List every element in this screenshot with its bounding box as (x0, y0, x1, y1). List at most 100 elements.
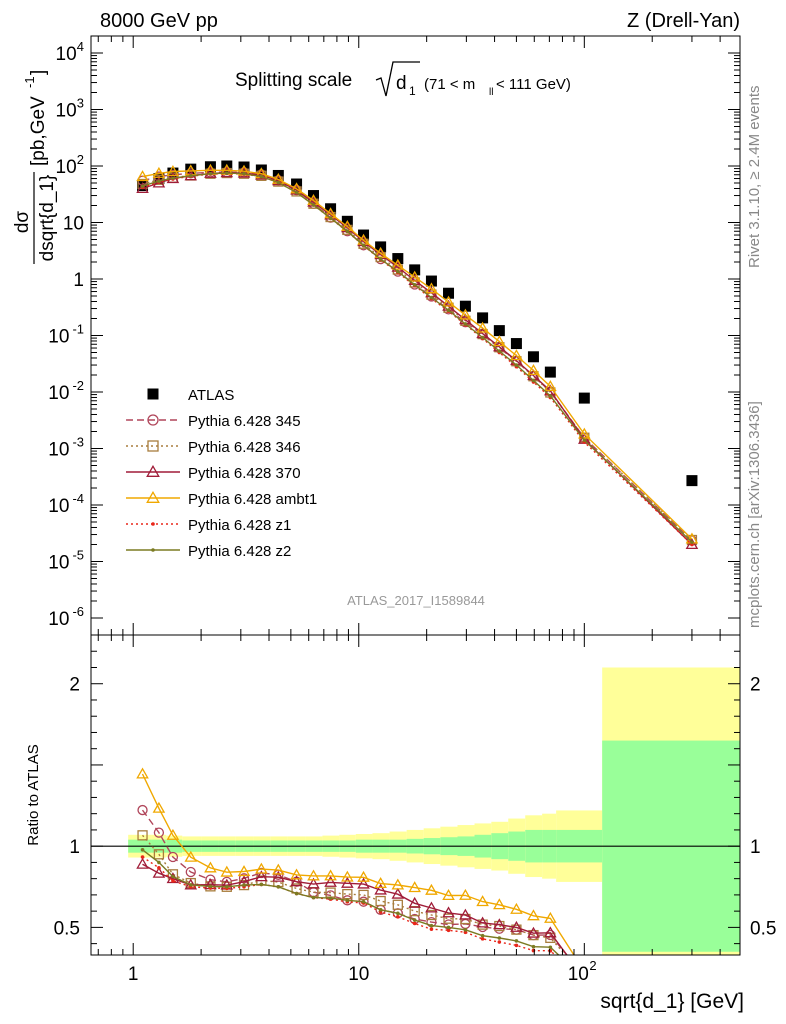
pythia-6-428-370-ratio-point (374, 883, 387, 895)
legend-label-pythia-6-428-370: Pythia 6.428 370 (188, 465, 301, 482)
ratio-series (91, 767, 740, 955)
x-tick-exponent: 2 (589, 958, 596, 973)
atlas-data-point (686, 475, 698, 487)
pythia-6-428-z1-ratio-point (446, 928, 451, 933)
pythia-6-428-370-ratio-point (425, 901, 438, 913)
pythia-6-428-z1-ratio-point (463, 930, 468, 935)
pythia-6-428-z2-ratio-point (157, 860, 161, 865)
pythia-6-428-z2-ratio-point (446, 925, 451, 930)
pythia-6-428-ambt1-ratio-point (391, 878, 405, 890)
pythia-6-428-370-ratio-point (136, 857, 149, 869)
main-series (136, 160, 699, 550)
plot-title-range-end: < 111 GeV) (496, 76, 571, 93)
legend-marker-pythia-6-428-345 (147, 414, 159, 426)
pythia-6-428-ambt1-ratio-point (459, 888, 472, 900)
pythia-6-428-z2-point (548, 394, 553, 398)
pythia-6-428-z1-ratio-point (429, 927, 434, 931)
pythia-6-428-ambt1-ratio-point (237, 865, 251, 877)
legend-marker-atlas (147, 388, 159, 400)
legend-marker-pythia-6-428-ambt1 (146, 490, 160, 503)
pythia-6-428-346-line (142, 172, 693, 541)
y-tick-label: 10 (56, 157, 77, 178)
pythia-6-428-z2-ratio-point (480, 933, 485, 938)
pythia-6-428-z2-point (412, 282, 417, 287)
header-right: Z (Drell-Yan) (627, 10, 740, 32)
pythia-6-428-ambt1-ratio-point (166, 828, 180, 840)
y-axis-title-numerator: dσ (12, 211, 33, 234)
pythia-6-428-ambt1-ratio-point (272, 863, 285, 875)
ratio-y-tick-label: 2 (69, 675, 80, 696)
pythia-6-428-z2-ratio-point (345, 898, 350, 903)
atlas-data-point (409, 264, 421, 276)
y-tick-exponent: 3 (77, 96, 84, 111)
pythia-6-428-ambt1-ratio-point (220, 865, 234, 877)
ratio-y-tick-label-right: 2 (750, 675, 761, 696)
atlas-data-point (459, 300, 471, 312)
y-tick-exponent: -2 (72, 378, 84, 393)
pythia-6-428-ambt1-ratio-point (290, 868, 303, 880)
pythia-6-428-ambt1-point (493, 335, 506, 347)
y-tick-label: 10 (48, 327, 69, 348)
pythia-6-428-z2-point (514, 363, 519, 367)
pythia-6-428-370-ratio-point (493, 918, 506, 930)
pythia-6-428-345-ratio-point (238, 873, 250, 884)
pythia-6-428-345-ratio-point (137, 804, 148, 816)
pythia-6-428-ambt1-ratio-point (152, 801, 166, 813)
pythia-6-428-370-ratio-point (255, 870, 268, 882)
y-axis-title: dσ dsqrt{d_1} [pb,GeV -1] (12, 70, 58, 264)
pythia-6-428-z2-point (429, 295, 434, 300)
pythia-6-428-z1-ratio-point (171, 879, 175, 883)
axes (90, 35, 741, 956)
pythia-6-428-370-ratio-point (341, 876, 354, 888)
pythia-6-428-ambt1-point (459, 308, 472, 320)
pythia-6-428-ambt1-point (510, 349, 523, 361)
pythia-6-428-370-ratio-point (476, 916, 489, 928)
pythia-6-428-z2-ratio-point (171, 874, 175, 879)
pythia-6-428-370-point (220, 166, 234, 178)
pythia-6-428-z2-ratio-point (514, 939, 519, 943)
legend-label-pythia-6-428-345: Pythia 6.428 345 (188, 413, 301, 430)
pythia-6-428-370-ratio-point (442, 906, 455, 918)
pythia-6-428-z2-point (276, 180, 281, 185)
y-tick-label: 10 (48, 439, 69, 460)
ratio-y-tick-label: 0.5 (54, 918, 80, 939)
pythia-6-428-z2-ratio-point (378, 908, 383, 912)
y-tick-exponent: -3 (72, 434, 84, 449)
pythia-6-428-370-ratio-point (408, 896, 421, 908)
y-axis-title-units: [pb,GeV (28, 96, 49, 166)
pythia-6-428-z2-ratio-point (276, 884, 281, 889)
pythia-6-428-z2-point (345, 229, 350, 234)
pythia-6-428-z2-point (531, 378, 536, 383)
y-tick-label: 10 (48, 496, 69, 517)
y-axis-title-denominator: dsqrt{d_1} (37, 175, 58, 262)
ratio-y-tick-label-right: 1 (750, 837, 761, 858)
legend-label-atlas: ATLAS (188, 387, 234, 404)
pythia-6-428-z2-ratio-point (242, 883, 246, 887)
y-tick-exponent: -5 (72, 547, 84, 562)
pythia-6-428-370-ratio-point (290, 875, 303, 887)
pythia-6-428-z2-point (208, 171, 213, 176)
pythia-6-428-ambt1-line (142, 169, 693, 540)
pythia-6-428-345-ratio-point (185, 866, 196, 878)
pythia-6-428-z2-point (378, 257, 383, 261)
pythia-6-428-ambt1-point (442, 295, 455, 307)
pythia-6-428-z2-point (446, 308, 451, 313)
pythia-6-428-ambt1-ratio-point (425, 883, 438, 895)
pythia-6-428-z2-ratio-point (208, 884, 213, 889)
atlas-data-point (510, 338, 522, 350)
pythia-6-428-z2-ratio-point (463, 928, 468, 932)
y-axis-title-units-exponent: -1 (22, 76, 37, 88)
pythia-6-428-z2-ratio-point (225, 884, 229, 889)
pythia-6-428-ambt1-ratio-point (307, 869, 320, 881)
pythia-6-428-ambt1-point (391, 258, 405, 270)
legend-label-pythia-6-428-ambt1: Pythia 6.428 ambt1 (188, 491, 317, 508)
atlas-data-point (544, 366, 556, 378)
y-tick-label: 10 (48, 552, 69, 573)
pythia-6-428-370-point (237, 166, 251, 178)
pythia-6-428-z2-point (328, 216, 333, 221)
pythia-6-428-z2-ratio-point (311, 895, 316, 900)
y-axis-title-units-end: ] (28, 70, 49, 75)
pythia-6-428-370-line (142, 171, 693, 546)
pythia-6-428-ambt1-point (425, 282, 438, 294)
